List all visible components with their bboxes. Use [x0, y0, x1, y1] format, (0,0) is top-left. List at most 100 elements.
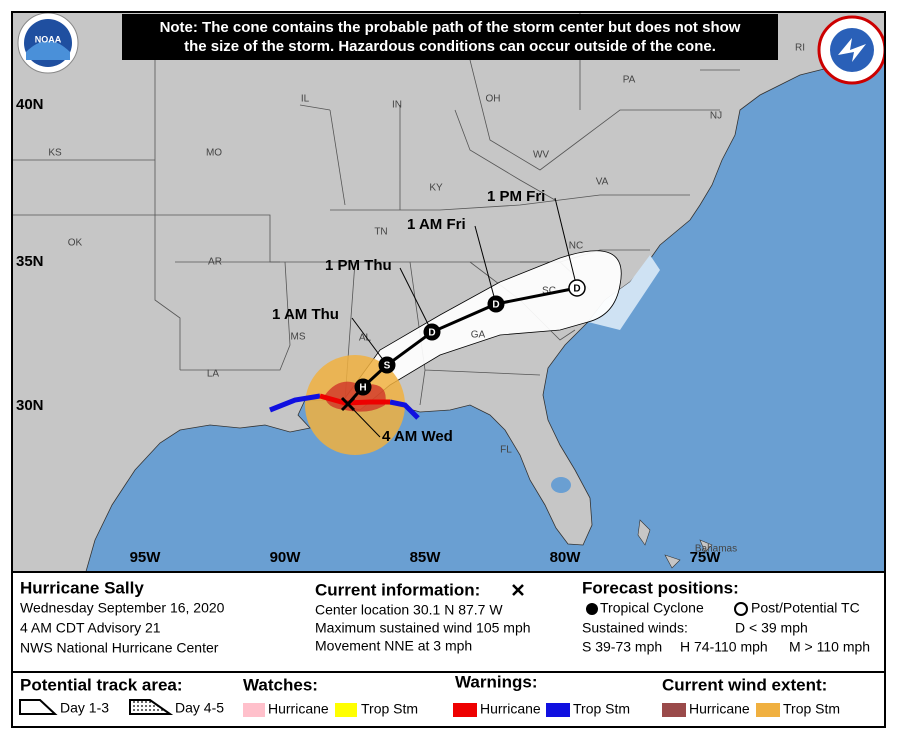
- hurricane-warning: [319, 393, 390, 406]
- wind-h: H 74-110 mph: [680, 639, 768, 655]
- trop-stm-warning-swatch: [546, 703, 570, 717]
- day-4-5-label: Day 4-5: [175, 700, 224, 716]
- current-info-title: Current information:: [315, 580, 480, 599]
- logo-text: NOAA: [35, 34, 62, 44]
- post-tc-symbol: [734, 602, 748, 616]
- noaa-logo: NOAA: [17, 12, 79, 74]
- forecast-time-label: 1 AM Fri: [407, 216, 466, 233]
- state-label: TN: [374, 227, 387, 238]
- day-4-5-symbol: [129, 699, 174, 715]
- state-label: LA: [207, 369, 220, 380]
- state-label: MO: [206, 148, 222, 159]
- sustained-winds: Sustained winds:: [582, 620, 688, 636]
- track-point: [354, 378, 372, 396]
- note-box: [122, 14, 778, 60]
- state-label: RI: [795, 43, 805, 54]
- legend: Hurricane Sally Wednesday September 16, …: [19, 578, 870, 717]
- day-1-3-label: Day 1-3: [60, 700, 109, 716]
- forecast-time-label: 4 AM Wed: [382, 428, 453, 445]
- current-info-line: Maximum sustained wind 105 mph: [315, 620, 531, 636]
- wind-d: D < 39 mph: [735, 620, 808, 636]
- track-area-title: Potential track area:: [20, 675, 183, 694]
- track-point-letter: D: [573, 284, 580, 295]
- leader-line: [351, 317, 388, 366]
- track-point-letter: D: [492, 300, 499, 311]
- trop-stm-watch-swatch: [335, 703, 357, 717]
- state-label: IL: [301, 94, 310, 105]
- forecast-time-label: 1 PM Thu: [325, 257, 392, 274]
- wind-extent-title: Current wind extent:: [662, 675, 827, 694]
- state-label: IN: [392, 100, 402, 111]
- state-label: NJ: [710, 111, 722, 122]
- tc-symbol: [586, 603, 598, 615]
- tc-label: Tropical Cyclone: [600, 600, 704, 616]
- storm-date: Wednesday September 16, 2020: [20, 600, 225, 616]
- hurricane-extent-label: Hurricane: [689, 701, 750, 717]
- state-label: KY: [429, 183, 443, 194]
- state-label: AL: [359, 333, 372, 344]
- hurricane-warning-swatch: [453, 703, 477, 717]
- state-label: OK: [68, 238, 83, 249]
- legend-panel: [11, 571, 886, 728]
- state-label: VA: [596, 177, 609, 188]
- track-point: [487, 295, 505, 313]
- longitude-label: 85W: [410, 549, 442, 566]
- forecast-title: Forecast positions:: [582, 578, 739, 597]
- longitude-label: 80W: [550, 549, 582, 566]
- note: the size of the storm. Hazardous conditi…: [184, 38, 716, 55]
- state-label: FL: [500, 445, 512, 456]
- track-point-letter: H: [359, 383, 366, 394]
- state-label: PA: [623, 75, 636, 86]
- trop-stm-warning: [269, 393, 321, 413]
- hurricane-watch-label: Hurricane: [268, 701, 329, 717]
- current-info-line: Movement NNE at 3 mph: [315, 638, 472, 654]
- latitude-label: 30N: [16, 397, 44, 414]
- state-label: AR: [208, 257, 222, 268]
- trop-stm-warning: [389, 399, 420, 420]
- land: [12, 12, 885, 572]
- forecast-time-label: 1 PM Fri: [487, 188, 545, 205]
- state-label: MS: [291, 332, 306, 343]
- state-label: NC: [569, 241, 583, 252]
- state-label: OH: [486, 94, 501, 105]
- longitude-label: 90W: [270, 549, 302, 566]
- track-point: [568, 279, 586, 297]
- current-info-symbol: [512, 584, 524, 596]
- state-borders: [12, 12, 740, 406]
- cone-day-1-3: [339, 250, 622, 411]
- leader-line: [554, 197, 578, 289]
- state-label: KS: [48, 148, 62, 159]
- state-label: GA: [471, 330, 486, 341]
- track-point-letter: S: [384, 361, 391, 372]
- longitude-label: 95W: [130, 549, 162, 566]
- map-labels: KS MO IL IN OH PA NJ RI KY WV VA TN NC OK AR SC MS AL GA LA…: [16, 43, 805, 566]
- place-label: Bahamas: [695, 544, 737, 555]
- wind-s: S 39-73 mph: [582, 639, 662, 655]
- current-position: [340, 396, 356, 412]
- longitude-label: 75W: [690, 549, 722, 566]
- latitude-label: 35N: [16, 253, 44, 270]
- state-label: SC: [542, 286, 556, 297]
- track-point-letter: D: [428, 328, 435, 339]
- map: KS MO IL IN OH PA NJ RI KY WV VA TN NC OK AR SC MS AL GA LA…: [12, 12, 885, 572]
- current-info-line: Center location 30.1 N 87.7 W: [315, 602, 503, 618]
- hurricane-warning-label: Hurricane: [480, 701, 541, 717]
- track-point: [378, 356, 396, 374]
- trop-stm-warning-label: Trop Stm: [573, 701, 630, 717]
- leader-line: [399, 267, 433, 333]
- watches-title: Watches:: [243, 675, 318, 694]
- storm-name: Hurricane Sally: [20, 578, 144, 597]
- warnings-title: Warnings:: [455, 672, 537, 691]
- hurricane-extent-swatch: [662, 703, 686, 717]
- note: Note: The cone contains the probable pat…: [160, 19, 741, 36]
- source: NWS National Hurricane Center: [20, 640, 219, 656]
- bahamas: [637, 519, 713, 569]
- hurricane-watch-swatch: [243, 703, 265, 717]
- trop-stm-watch-label: Trop Stm: [361, 701, 418, 717]
- advisory: 4 AM CDT Advisory 21: [20, 620, 161, 636]
- trop-stm-extent-swatch: [756, 703, 780, 717]
- leader-line: [474, 225, 497, 305]
- track-point: [423, 323, 441, 341]
- nws-logo: [817, 15, 885, 85]
